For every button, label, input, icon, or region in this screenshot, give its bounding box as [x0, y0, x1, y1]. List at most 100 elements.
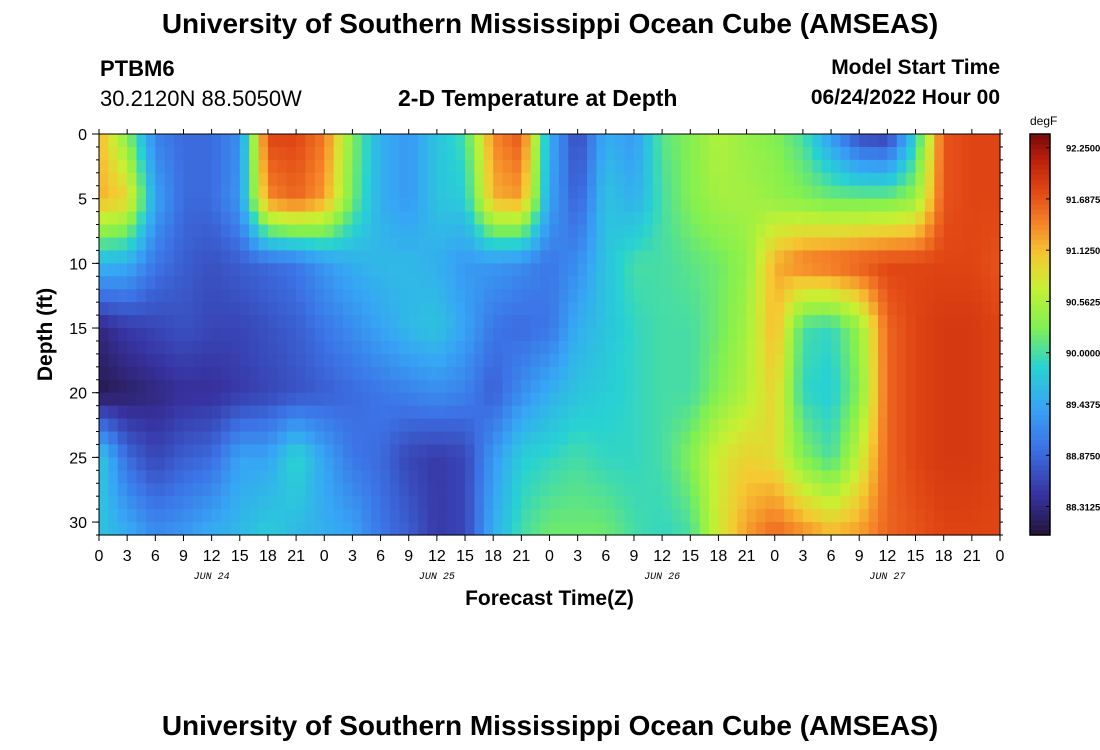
- heatmap-cell: [605, 405, 616, 420]
- heatmap-cell: [408, 211, 419, 226]
- colorbar-segment: [1030, 144, 1050, 150]
- heatmap-cell: [812, 159, 823, 174]
- heatmap-cell: [436, 146, 447, 161]
- heatmap-cell: [605, 353, 616, 368]
- heatmap-cell: [333, 392, 344, 407]
- heatmap-cell: [633, 340, 644, 355]
- heatmap-cell: [680, 509, 691, 523]
- heatmap-cell: [249, 509, 260, 523]
- heatmap-cell: [924, 302, 935, 316]
- heatmap-cell: [643, 328, 654, 342]
- heatmap-cell: [802, 276, 813, 290]
- heatmap-cell: [953, 522, 964, 536]
- heatmap-cell: [296, 276, 307, 290]
- heatmap-cell: [361, 366, 372, 381]
- heatmap-cell: [418, 444, 429, 458]
- heatmap-cell: [699, 250, 710, 264]
- heatmap-cell: [399, 353, 410, 368]
- heatmap-cell: [793, 431, 804, 446]
- heatmap-cell: [136, 198, 147, 213]
- heatmap-cell: [465, 470, 476, 484]
- heatmap-cell: [971, 522, 982, 536]
- heatmap-cell: [408, 237, 419, 252]
- x-tick-label: 6: [376, 548, 385, 565]
- heatmap-cell: [821, 470, 832, 484]
- heatmap-cell: [258, 250, 269, 264]
- heatmap-cell: [361, 379, 372, 394]
- heatmap-cell: [324, 211, 335, 226]
- heatmap-cell: [502, 509, 513, 523]
- heatmap-cell: [652, 496, 663, 510]
- heatmap-cell: [746, 289, 757, 303]
- heatmap-cell: [155, 237, 166, 252]
- heatmap-cell: [868, 211, 879, 226]
- heatmap-cell: [230, 185, 241, 200]
- heatmap-cell: [108, 302, 119, 316]
- heatmap-cell: [389, 276, 400, 290]
- heatmap-cell: [953, 211, 964, 226]
- heatmap-cell: [633, 353, 644, 368]
- heatmap-cell: [831, 392, 842, 407]
- station-id: PTBM6: [100, 56, 175, 81]
- heatmap-cell: [333, 431, 344, 446]
- heatmap-cell: [868, 418, 879, 433]
- heatmap-cell: [352, 328, 363, 342]
- heatmap-cell: [427, 509, 438, 523]
- heatmap-cell: [239, 134, 250, 148]
- colorbar-segment: [1030, 344, 1050, 351]
- heatmap-cell: [427, 134, 438, 148]
- heatmap-cell: [446, 224, 457, 239]
- heatmap-cell: [324, 431, 335, 446]
- heatmap-cell: [633, 250, 644, 264]
- heatmap-cell: [784, 483, 795, 497]
- heatmap-cell: [896, 431, 907, 446]
- heatmap-cell: [221, 405, 231, 420]
- heatmap-cell: [699, 444, 710, 458]
- heatmap-cell: [117, 392, 128, 407]
- heatmap-cell: [802, 405, 813, 420]
- heatmap-cell: [868, 263, 879, 277]
- heatmap-cell: [746, 328, 757, 342]
- heatmap-cell: [99, 250, 109, 264]
- heatmap-cell: [887, 470, 898, 484]
- heatmap-cell: [465, 315, 476, 329]
- heatmap-cell: [305, 444, 316, 458]
- heatmap-cell: [127, 444, 138, 458]
- heatmap-cell: [408, 457, 419, 471]
- heatmap-cell: [493, 392, 504, 407]
- heatmap-cell: [549, 379, 560, 394]
- heatmap-cell: [258, 444, 269, 458]
- heatmap-cell: [540, 237, 551, 252]
- heatmap-cell: [174, 211, 185, 226]
- heatmap-cell: [802, 483, 813, 497]
- heatmap-cell: [596, 159, 607, 174]
- heatmap-cell: [465, 444, 476, 458]
- heatmap-cell: [558, 263, 569, 277]
- colorbar-segment: [1030, 419, 1050, 426]
- heatmap-cell: [530, 146, 541, 161]
- heatmap-cell: [737, 483, 748, 497]
- heatmap-cell: [343, 431, 354, 446]
- heatmap-cell: [577, 134, 588, 148]
- heatmap-cell: [408, 392, 419, 407]
- heatmap-cell: [399, 211, 410, 226]
- heatmap-cell: [99, 353, 109, 368]
- heatmap-cell: [521, 250, 532, 264]
- heatmap-cell: [859, 146, 870, 161]
- heatmap-cell: [652, 276, 663, 290]
- heatmap-cell: [849, 470, 860, 484]
- heatmap-cell: [934, 496, 945, 510]
- heatmap-cell: [558, 509, 569, 523]
- heatmap-cell: [267, 496, 278, 510]
- heatmap-cell: [774, 405, 785, 420]
- heatmap-cell: [812, 289, 823, 303]
- heatmap-cell: [286, 457, 297, 471]
- heatmap-cell: [305, 146, 316, 161]
- colorbar-segment: [1030, 209, 1050, 215]
- heatmap-cell: [314, 328, 325, 342]
- heatmap-cell: [774, 211, 785, 226]
- colorbar-frame: [1029, 133, 1051, 536]
- heatmap-cell: [831, 340, 842, 355]
- heatmap-cell: [239, 198, 250, 213]
- heatmap-cell: [633, 289, 644, 303]
